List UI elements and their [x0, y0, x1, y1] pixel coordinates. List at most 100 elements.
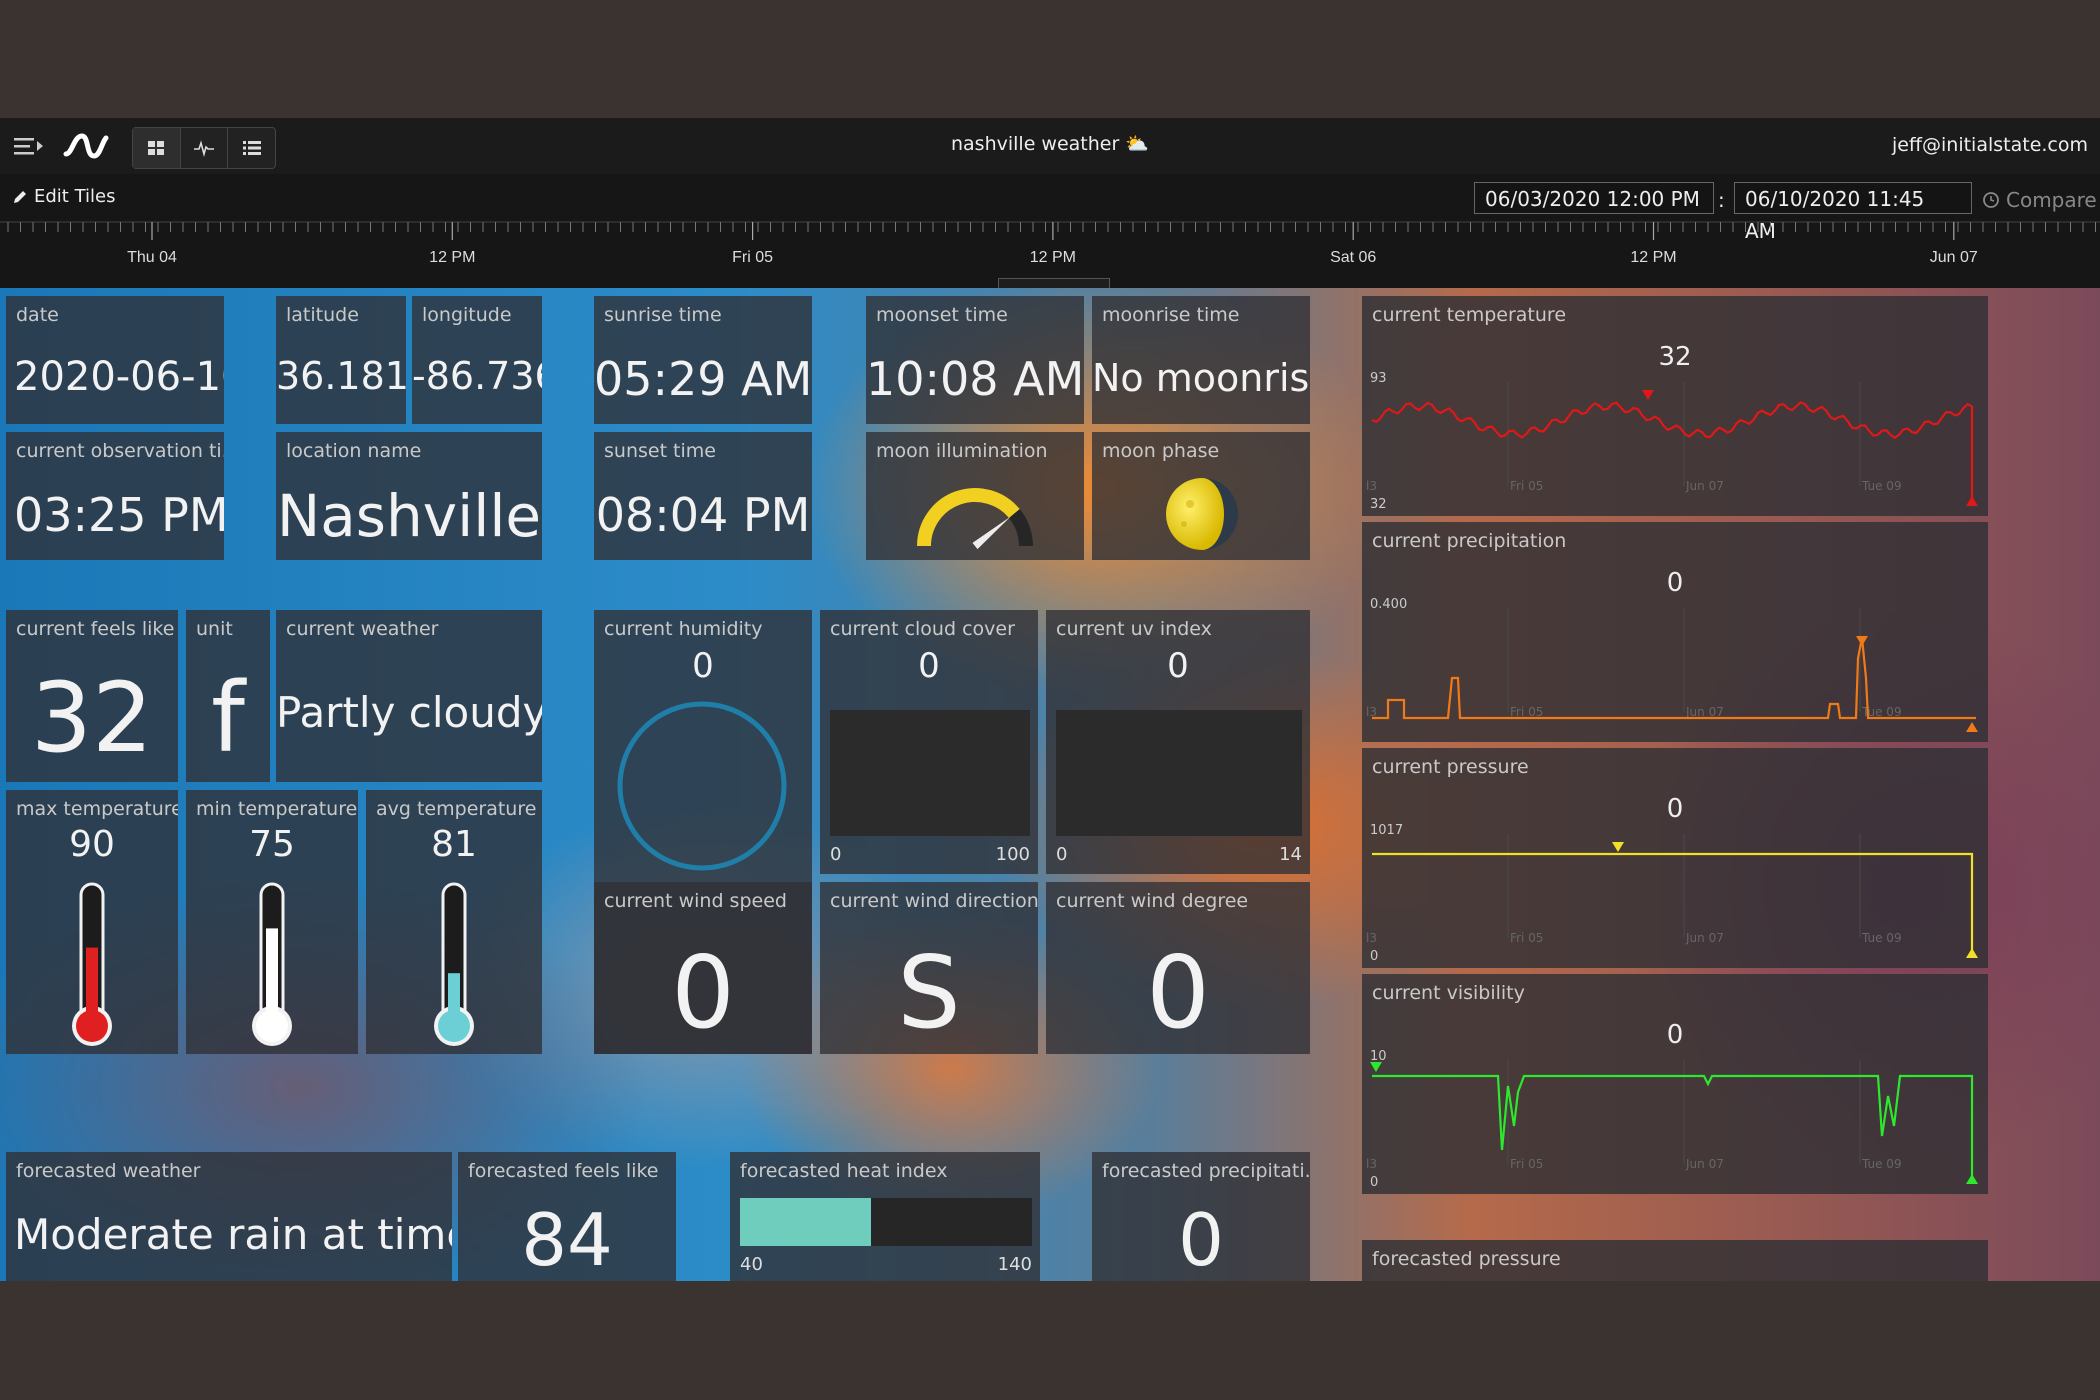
chart-top-label: 0.400 [1370, 597, 1407, 612]
unit-value: f [211, 662, 245, 774]
cloud-cover-bar [830, 710, 1030, 836]
forecasted-heat-index-tile[interactable]: forecasted heat index 40 140 [730, 1152, 1040, 1281]
tile-title: current humidity [604, 618, 763, 640]
forecasted-precipitation-tile[interactable]: forecasted precipitati... 0 [1092, 1152, 1310, 1281]
dashboard-app: nashville weather ⛅ jeff@initialstate.co… [0, 118, 2100, 1281]
chart-title: current visibility [1372, 982, 1525, 1004]
tile-title: date [16, 304, 59, 326]
chart-current-value: 0 [1666, 794, 1684, 824]
feels-like-tile[interactable]: current feels like 32 [6, 610, 178, 782]
chart-axis-label: Fri 05 [1510, 1157, 1543, 1171]
moonset-time-tile[interactable]: moonset time 10:08 AM [866, 296, 1084, 424]
edit-tiles-label: Edit Tiles [34, 186, 116, 207]
moon-phase-icon [1166, 478, 1238, 550]
initialstate-logo-icon[interactable] [62, 128, 110, 164]
precipitation-chart-tile[interactable]: current precipitation 0 0.400 l3 Fri 05 Jun… [1362, 522, 1988, 742]
avg-temperature-value: 81 [431, 824, 477, 865]
longitude-tile[interactable]: longitude -86.736 [412, 296, 542, 424]
forecasted-weather-value: Moderate rain at times [14, 1210, 452, 1259]
tile-title: current wind degree [1056, 890, 1249, 912]
max-temperature-tile[interactable]: max temperature 90 [6, 790, 178, 1054]
min-temperature-tile[interactable]: min temperature 75 [186, 790, 358, 1054]
forecasted-weather-tile[interactable]: forecasted weather Moderate rain at time… [6, 1152, 452, 1281]
list-icon [242, 141, 261, 155]
lines-view-button[interactable] [228, 128, 275, 168]
forecasted-pressure-chart-tile[interactable]: forecasted pressure [1362, 1240, 1988, 1281]
chart-axis-label: Jun 07 [1685, 479, 1724, 493]
start-date-input[interactable]: 06/03/2020 12:00 PM [1474, 182, 1714, 214]
latitude-tile[interactable]: latitude 36.181 [276, 296, 406, 424]
date-tile[interactable]: date 2020-06-10 [6, 296, 224, 424]
sunrise-value: 05:29 AM [594, 352, 812, 406]
timeline-label: Fri 05 [732, 249, 773, 266]
chart-axis-label: Tue 09 [1861, 705, 1902, 719]
chart-current-value: 0 [1666, 1020, 1684, 1050]
chart-series-line [1371, 401, 1974, 502]
location-name-tile[interactable]: location name Nashville [276, 432, 542, 560]
uv-index-tile[interactable]: current uv index 0 0 14 [1046, 610, 1310, 874]
latitude-value: 36.181 [276, 354, 406, 398]
date-range-separator: : [1718, 188, 1725, 212]
illumination-gauge [917, 488, 1033, 550]
tile-title: forecasted feels like [468, 1160, 659, 1182]
tile-title: max temperature [16, 798, 178, 820]
menu-toggle-icon[interactable] [12, 134, 46, 158]
user-account-link[interactable]: jeff@initialstate.com [1891, 134, 2088, 156]
tiles-view-button[interactable] [133, 128, 181, 168]
end-date-input[interactable]: 06/10/2020 11:45 AM [1734, 182, 1972, 243]
tile-title: latitude [286, 304, 359, 326]
chart-axis-label: l3 [1366, 931, 1377, 945]
pressure-chart-tile[interactable]: current pressure 0 1017 0 l3 Fri 05 Jun 07 Tu… [1362, 748, 1988, 968]
chart-current-value: 32 [1658, 342, 1692, 372]
pressure-line-chart: 1017 0 l3 Fri 05 Jun 07 Tue 09 [1366, 823, 1978, 964]
wind-degree-tile[interactable]: current wind degree 0 [1046, 882, 1310, 1054]
chart-axis-label: l3 [1366, 705, 1377, 719]
observation-time-tile[interactable]: current observation ti... 03:25 PM [6, 432, 224, 560]
max-temperature-value: 90 [69, 824, 115, 865]
temperature-line-chart: 93 32 l3 Fri 05 Jun 07 Tue 09 [1366, 371, 1978, 512]
chart-axis-label: Jun 07 [1685, 931, 1724, 945]
moonrise-value: No moonrise [1092, 356, 1310, 400]
tile-title: moon phase [1102, 440, 1220, 462]
chart-axis-label: Fri 05 [1510, 705, 1543, 719]
observation-value: 03:25 PM [14, 488, 224, 542]
humidity-ring [617, 701, 787, 871]
tile-title: current wind direction [830, 890, 1038, 912]
avg-temperature-tile[interactable]: avg temperature 81 [366, 790, 542, 1054]
sunset-time-tile[interactable]: sunset time 08:04 PM [594, 432, 812, 560]
visibility-chart-tile[interactable]: current visibility 0 10 0 l3 Fri 05 Jun 07 Tu… [1362, 974, 1988, 1194]
unit-tile[interactable]: unit f [186, 610, 270, 782]
sunset-value: 08:04 PM [595, 488, 811, 542]
compare-button[interactable]: Compare [1982, 188, 2097, 212]
current-weather-tile[interactable]: current weather Partly cloudy [276, 610, 542, 782]
avg-temperature-thermometer [434, 882, 474, 1046]
moon-illumination-tile[interactable]: moon illumination [866, 432, 1084, 560]
wind-direction-tile[interactable]: current wind direction S [820, 882, 1038, 1054]
forecasted-feels-like-tile[interactable]: forecasted feels like 84 [458, 1152, 676, 1281]
sunrise-time-tile[interactable]: sunrise time 05:29 AM [594, 296, 812, 424]
chart-axis-label: Jun 07 [1685, 705, 1724, 719]
moonrise-time-tile[interactable]: moonrise time No moonrise [1092, 296, 1310, 424]
chart-marker-icon [1642, 390, 1654, 400]
tile-title: current feels like [16, 618, 175, 640]
location-value: Nashville [276, 482, 542, 550]
forecasted-precipitation-value: 0 [1178, 1198, 1224, 1281]
cloud-cover-min: 0 [830, 844, 842, 865]
moon-phase-tile[interactable]: moon phase [1092, 432, 1310, 560]
tile-title: forecasted precipitati... [1102, 1160, 1310, 1182]
wind-speed-tile[interactable]: current wind speed 0 [594, 882, 812, 1054]
edit-tiles-button[interactable]: Edit Tiles [12, 186, 115, 207]
cloud-cover-tile[interactable]: current cloud cover 0 0 100 [820, 610, 1038, 874]
waves-view-button[interactable] [181, 128, 229, 168]
chart-end-marker-icon [1966, 722, 1978, 732]
temperature-chart-tile[interactable]: current temperature 32 93 32 l3 Fri 05 Jun 0… [1362, 296, 1988, 516]
tile-title: forecasted heat index [740, 1160, 948, 1182]
tile-title: avg temperature [376, 798, 537, 820]
timeline-label: Jun 07 [1930, 249, 1978, 266]
thermometer-fill [86, 947, 98, 1026]
cloud-cover-value: 0 [918, 646, 940, 686]
timeline-scrubber-handle[interactable] [998, 278, 1110, 289]
tile-title: longitude [422, 304, 512, 326]
tile-title: forecasted weather [16, 1160, 201, 1182]
